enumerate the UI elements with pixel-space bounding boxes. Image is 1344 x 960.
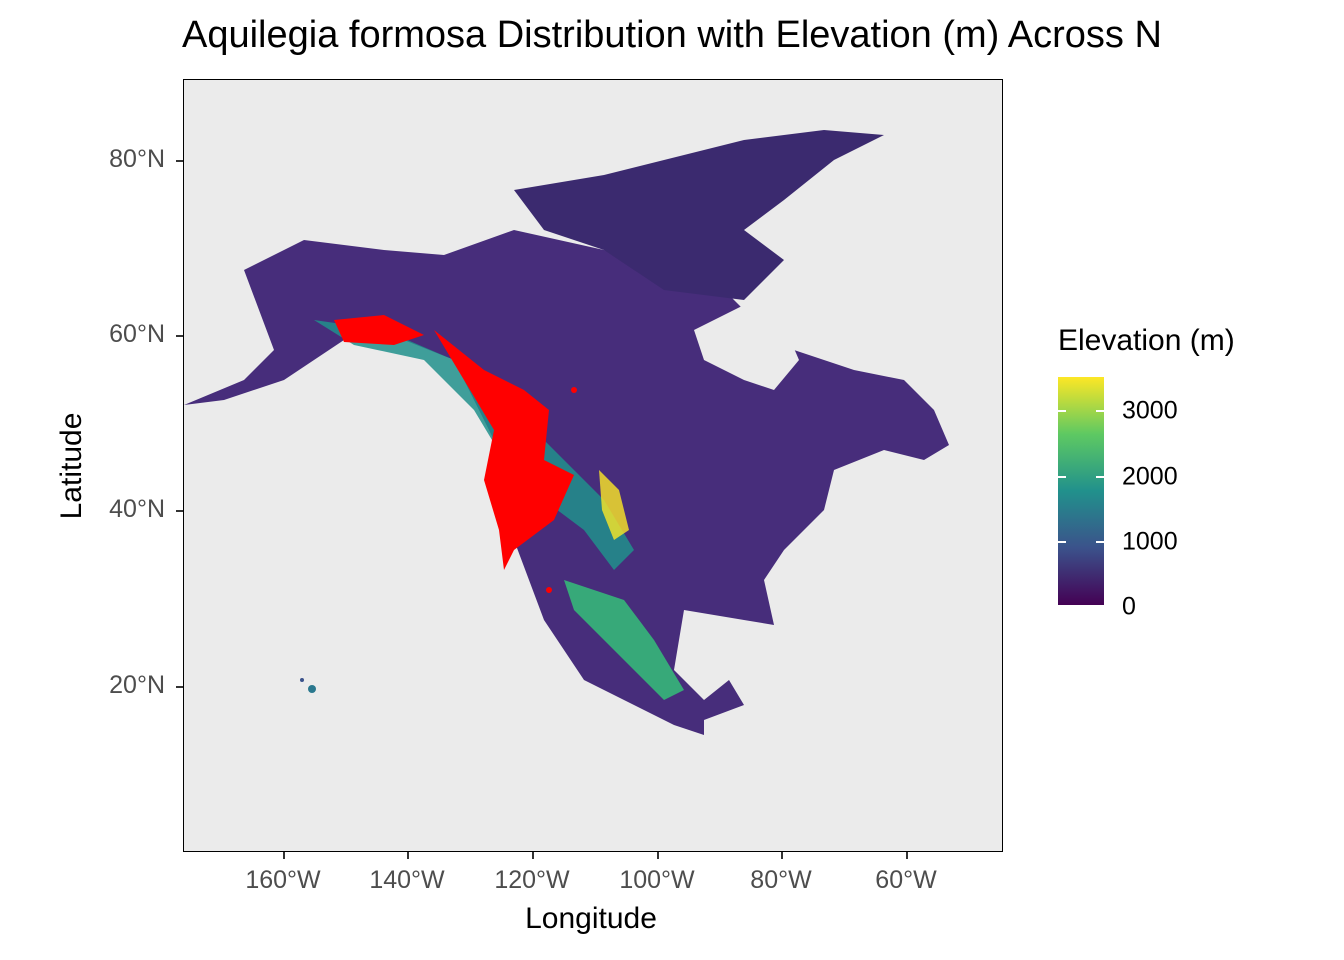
y-tick-mark	[176, 335, 183, 337]
occurrence-point	[571, 387, 577, 393]
hawaii-island	[308, 685, 316, 693]
legend-tick	[1096, 476, 1104, 478]
x-tick-mark	[781, 852, 783, 859]
y-tick-label: 60°N	[109, 320, 165, 348]
y-tick-mark	[176, 160, 183, 162]
x-tick-label: 100°W	[619, 866, 695, 894]
x-tick-label: 140°W	[369, 866, 445, 894]
x-tick-label: 80°W	[750, 866, 812, 894]
legend-tick	[1058, 410, 1066, 412]
y-tick-mark	[176, 686, 183, 688]
x-tick-label: 160°W	[245, 866, 321, 894]
y-tick-label: 40°N	[109, 495, 165, 523]
legend-colorbar	[1058, 377, 1104, 605]
chart-title: Aquilegia formosa Distribution with Elev…	[182, 14, 1162, 56]
arctic-islands	[514, 130, 884, 300]
legend-label: 3000	[1122, 396, 1178, 425]
colorado-plateau-peaks	[599, 470, 629, 540]
x-tick-mark	[906, 852, 908, 859]
sierra-madre-highland	[564, 580, 684, 700]
hawaii-island	[300, 678, 304, 682]
y-tick-mark	[176, 510, 183, 512]
y-tick-label: 80°N	[109, 145, 165, 173]
x-tick-mark	[407, 852, 409, 859]
occurrence-cluster-alaska	[334, 315, 424, 345]
occurrence-cluster-coast	[434, 330, 574, 570]
y-axis-label: Latitude	[55, 412, 88, 520]
legend-tick	[1096, 541, 1104, 543]
legend-tick	[1058, 476, 1066, 478]
legend-tick	[1096, 410, 1104, 412]
legend-label: 0	[1122, 592, 1136, 621]
legend-title: Elevation (m)	[1058, 324, 1235, 357]
x-axis-label: Longitude	[525, 902, 657, 935]
x-tick-mark	[283, 852, 285, 859]
map-svg	[184, 130, 949, 735]
occurrence-point	[546, 587, 552, 593]
legend-tick	[1058, 541, 1066, 543]
x-tick-label: 120°W	[494, 866, 570, 894]
occurrence-points	[334, 315, 577, 593]
x-tick-mark	[657, 852, 659, 859]
legend-label: 1000	[1122, 527, 1178, 556]
x-tick-label: 60°W	[875, 866, 937, 894]
map-panel	[183, 79, 1003, 852]
hudson-bay	[694, 305, 799, 390]
legend-label: 2000	[1122, 462, 1178, 491]
y-tick-label: 20°N	[109, 671, 165, 699]
x-tick-mark	[532, 852, 534, 859]
